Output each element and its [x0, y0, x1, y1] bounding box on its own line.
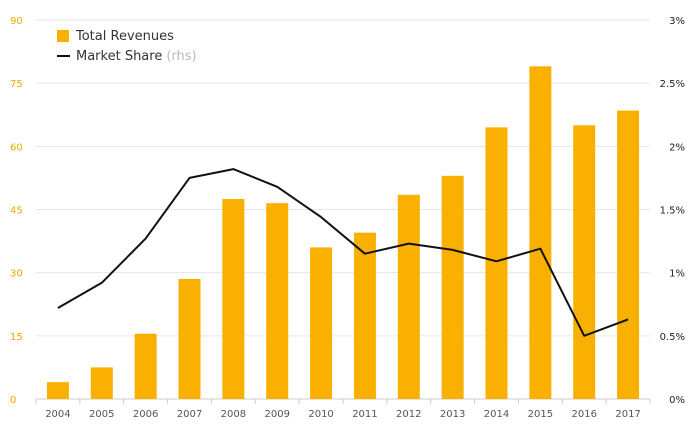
x-tick-label: 2004	[45, 409, 70, 420]
legend-bar-swatch	[57, 30, 69, 42]
y-right-tick-label: 2%	[669, 142, 685, 153]
chart-legend: Total Revenues Market Share (rhs)	[57, 26, 197, 66]
revenue-bar	[617, 110, 640, 400]
x-tick-label: 2007	[177, 409, 202, 420]
y-right-tick-label: 3%	[669, 16, 685, 27]
y-left-tick-label: 60	[10, 142, 23, 153]
revenue-bar	[441, 175, 464, 399]
legend-rhs-note: (rhs)	[166, 48, 197, 64]
y-left-tick-label: 30	[10, 269, 23, 280]
x-tick-label: 2012	[396, 409, 421, 420]
revenue-bar	[222, 198, 245, 399]
revenue-bar	[178, 278, 201, 399]
legend-market-share-label: Market Share	[76, 48, 163, 64]
y-left-tick-label: 75	[10, 79, 23, 90]
legend-item-revenues: Total Revenues	[57, 26, 197, 46]
x-tick-label: 2017	[615, 409, 640, 420]
y-right-tick-label: 0.5%	[660, 332, 685, 343]
y-left-tick-label: 45	[10, 206, 23, 217]
y-left-tick-label: 90	[10, 16, 23, 27]
x-tick-label: 2010	[308, 409, 333, 420]
legend-revenues-label: Total Revenues	[76, 28, 174, 44]
x-tick-label: 2009	[264, 409, 289, 420]
x-tick-label: 2016	[571, 409, 596, 420]
x-tick-label: 2015	[528, 409, 553, 420]
x-tick-label: 2013	[440, 409, 465, 420]
y-right-tick-label: 1%	[669, 269, 685, 280]
x-tick-label: 2005	[89, 409, 114, 420]
y-left-tick-label: 15	[10, 332, 23, 343]
market-share-line	[57, 168, 629, 337]
revenue-bar	[134, 333, 157, 399]
revenue-bar	[90, 367, 113, 399]
revenue-bar	[397, 194, 420, 399]
revenue-bar	[310, 247, 333, 399]
revenue-bar	[573, 125, 596, 400]
y-right-tick-label: 2.5%	[660, 79, 685, 90]
revenue-bar	[353, 232, 376, 399]
revenue-bar	[529, 66, 552, 400]
x-tick-label: 2006	[133, 409, 158, 420]
legend-item-market-share: Market Share (rhs)	[57, 46, 197, 66]
y-right-tick-label: 1.5%	[660, 206, 685, 217]
revenue-bar	[46, 382, 69, 399]
y-right-tick-label: 0%	[669, 395, 685, 406]
revenue-bar	[266, 203, 289, 399]
x-tick-label: 2008	[221, 409, 246, 420]
x-tick-label: 2011	[352, 409, 377, 420]
y-left-tick-label: 0	[10, 395, 16, 406]
revenue-bar	[485, 127, 508, 399]
legend-line-swatch	[57, 55, 70, 57]
x-tick-label: 2014	[484, 409, 509, 420]
